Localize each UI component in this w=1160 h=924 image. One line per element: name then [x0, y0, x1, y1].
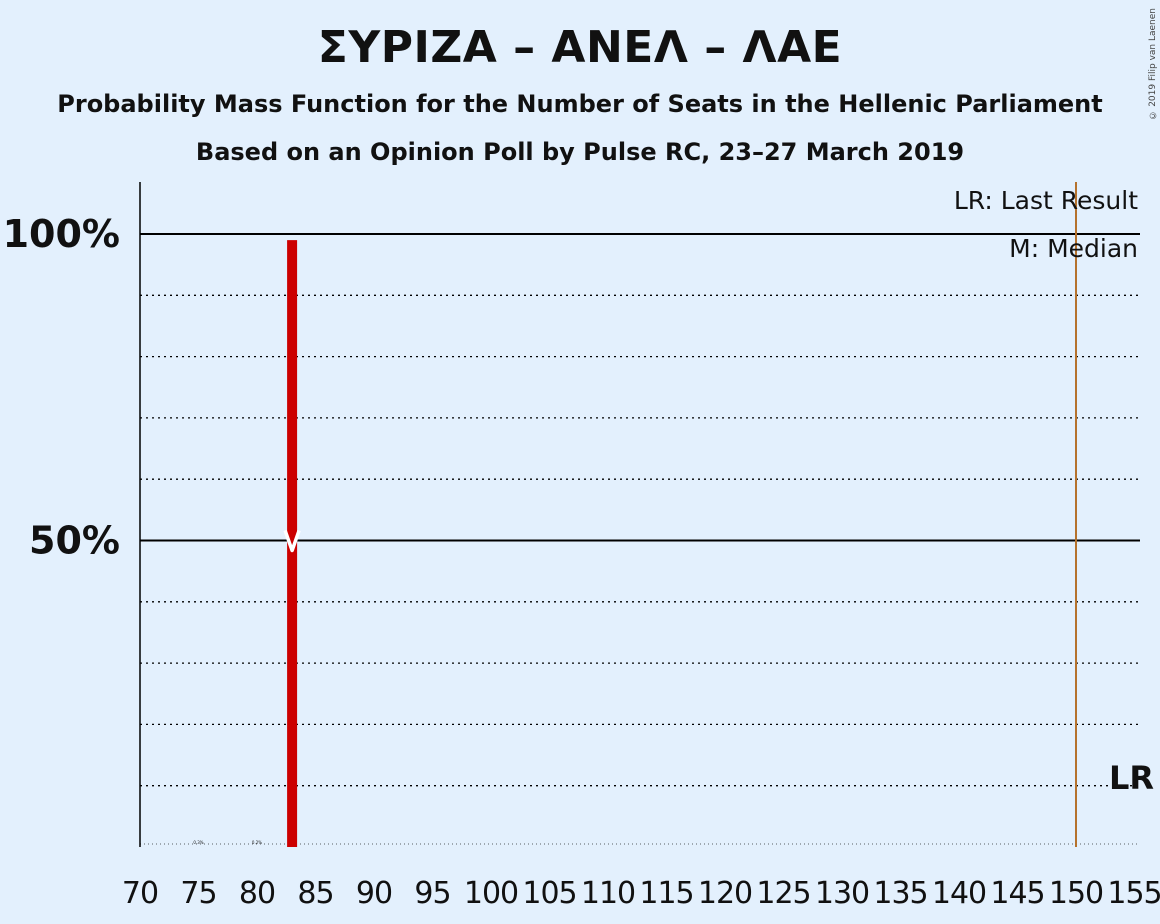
- x-tick-label: 80: [239, 876, 275, 911]
- small-probability-label: 0.2%: [252, 840, 262, 845]
- x-tick-label: 125: [756, 876, 810, 911]
- legend-median: M: Median: [1009, 234, 1138, 263]
- x-tick-label: 135: [873, 876, 927, 911]
- legend-last-result: LR: Last Result: [954, 186, 1138, 215]
- x-tick-label: 110: [581, 876, 635, 911]
- x-tick-label: 115: [639, 876, 693, 911]
- x-tick-label: 100: [464, 876, 518, 911]
- x-tick-label: 70: [122, 876, 158, 911]
- small-probability-label: 0.3%: [193, 840, 203, 845]
- x-tick-label: 85: [297, 876, 333, 911]
- x-tick-label: 105: [522, 876, 576, 911]
- y-tick-label: 100%: [3, 212, 120, 256]
- y-tick-label: 50%: [29, 519, 120, 563]
- x-tick-label: 145: [990, 876, 1044, 911]
- x-tick-label: 120: [698, 876, 752, 911]
- x-tick-label: 140: [932, 876, 986, 911]
- chart-source: Based on an Opinion Poll by Pulse RC, 23…: [195, 138, 965, 166]
- x-tick-label: 130: [815, 876, 869, 911]
- x-tick-label: 150: [1049, 876, 1103, 911]
- chart-title: ΣΥΡΙΖΑ – ΑΝΕΛ – ΛΑΕ: [317, 22, 843, 73]
- x-tick-label: 90: [356, 876, 392, 911]
- x-tick-label: 75: [180, 876, 216, 911]
- median-marker: [283, 529, 301, 553]
- x-tick-label: 95: [414, 876, 450, 911]
- x-tick-label: 155: [1107, 876, 1160, 911]
- probability-bar: [287, 240, 298, 847]
- last-result-label: LR: [1109, 759, 1154, 797]
- chart-subtitle: Probability Mass Function for the Number…: [57, 90, 1103, 118]
